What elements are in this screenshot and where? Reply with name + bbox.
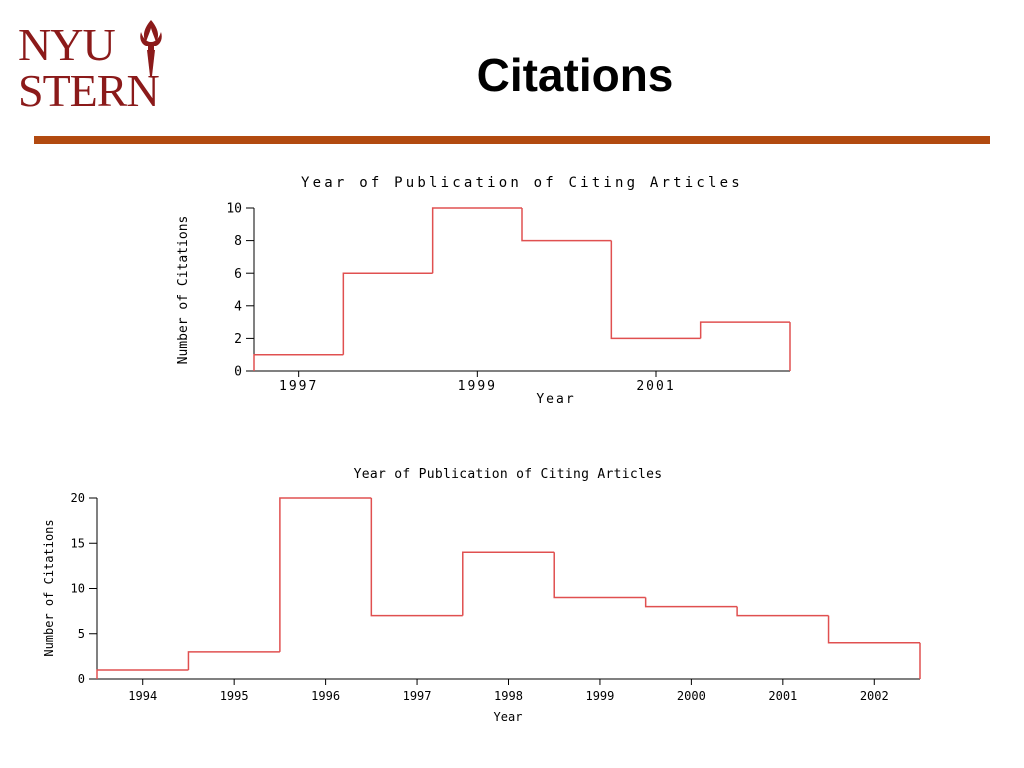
step-bin <box>521 208 612 242</box>
step-bin <box>827 615 920 644</box>
slide-title: Citations <box>476 49 674 101</box>
x-tick-label: 1994 <box>128 689 157 703</box>
chart-title: Year of Publication of Citing Articles <box>301 175 743 191</box>
logo-line-nyu: NYU <box>18 19 116 70</box>
x-tick-label: 1997 <box>279 379 318 394</box>
step-bin <box>610 240 701 340</box>
x-tick-label: 1999 <box>585 689 614 703</box>
y-tick-label: 10 <box>71 582 85 596</box>
y-tick-label: 8 <box>234 234 242 249</box>
step-bin <box>342 272 433 355</box>
y-tick-label: 2 <box>234 332 242 347</box>
y-tick-label: 0 <box>78 672 85 686</box>
step-bin <box>462 551 555 616</box>
x-axis-label: Year <box>536 392 575 407</box>
y-tick-label: 15 <box>71 536 85 550</box>
y-tick-label: 4 <box>234 299 242 314</box>
step-bin <box>644 597 738 608</box>
x-tick-label: 2000 <box>677 689 706 703</box>
x-tick-label: 2001 <box>636 379 675 394</box>
logo-line-stern: STERN <box>18 65 160 116</box>
chart-title: Year of Publication of Citing Articles <box>354 467 663 482</box>
step-bin <box>253 353 344 371</box>
step-bin <box>279 497 372 652</box>
step-bin <box>736 606 829 617</box>
x-tick-label: 1997 <box>403 689 432 703</box>
y-tick-label: 6 <box>234 267 242 282</box>
y-tick-label: 5 <box>78 627 85 641</box>
x-axis-label: Year <box>494 710 523 724</box>
y-axis-label: Number of Citations <box>176 216 191 365</box>
x-tick-label: 2002 <box>860 689 889 703</box>
nyu-stern-logo: NYU STERN <box>18 18 168 118</box>
x-tick-label: 1996 <box>311 689 340 703</box>
y-tick-label: 0 <box>234 365 242 380</box>
y-axis-label: Number of Citations <box>42 519 56 656</box>
x-tick-label: 2001 <box>768 689 797 703</box>
step-bin <box>370 498 463 617</box>
step-bin <box>699 321 790 339</box>
y-tick-label: 20 <box>71 491 85 505</box>
step-bin <box>431 207 522 274</box>
x-tick-label: 1995 <box>220 689 249 703</box>
step-bin <box>96 669 189 679</box>
x-tick-label: 1998 <box>494 689 523 703</box>
step-bin <box>187 651 280 670</box>
torch-icon <box>140 20 162 76</box>
x-tick-label: 1999 <box>458 379 497 394</box>
y-tick-label: 10 <box>226 202 242 217</box>
title-divider <box>34 136 990 144</box>
step-bin <box>553 552 646 599</box>
